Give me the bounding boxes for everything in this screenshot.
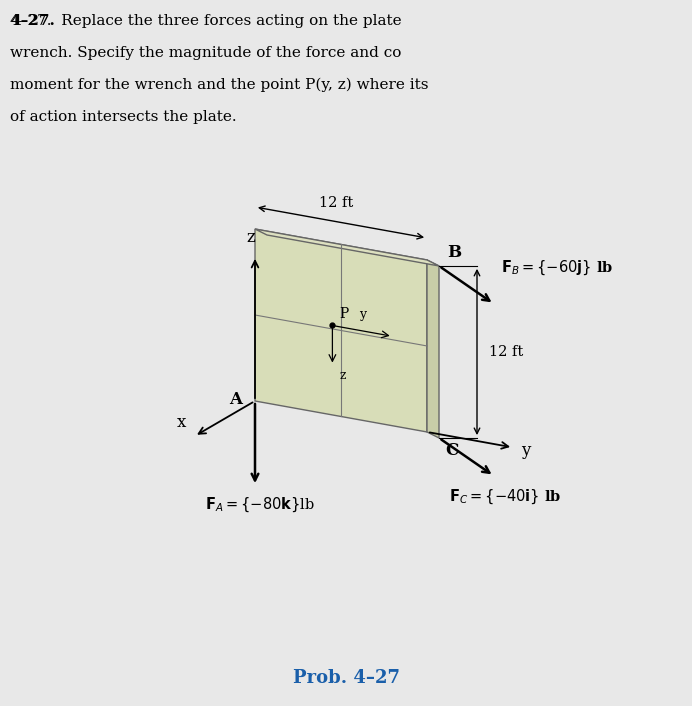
Text: Prob. 4–27: Prob. 4–27: [293, 669, 399, 687]
Polygon shape: [255, 229, 439, 266]
Text: $\mathbf{F}_A = \{-80\mathbf{k}\}$lb: $\mathbf{F}_A = \{-80\mathbf{k}\}$lb: [205, 496, 315, 515]
Text: 4–27.: 4–27.: [10, 14, 55, 28]
Text: z: z: [339, 369, 346, 383]
Text: $\mathbf{F}_B = \{-60\mathbf{j}\}$ lb: $\mathbf{F}_B = \{-60\mathbf{j}\}$ lb: [501, 259, 613, 277]
Text: x: x: [177, 414, 187, 431]
Text: y: y: [521, 442, 530, 459]
Text: 12 ft: 12 ft: [489, 345, 523, 359]
Text: C: C: [445, 442, 458, 459]
Text: P: P: [339, 308, 349, 321]
Text: z: z: [246, 229, 255, 246]
Text: B: B: [447, 244, 461, 261]
Text: wrench. Specify the magnitude of the force and co: wrench. Specify the magnitude of the for…: [10, 46, 401, 60]
Text: A: A: [229, 390, 242, 407]
Text: 4–27.  Replace the three forces acting on the plate: 4–27. Replace the three forces acting on…: [10, 14, 406, 28]
Text: of action intersects the plate.: of action intersects the plate.: [10, 110, 237, 124]
Text: 12 ft: 12 ft: [319, 196, 353, 210]
Polygon shape: [427, 260, 439, 438]
Text: y: y: [359, 308, 366, 321]
Text: $\mathbf{F}_C = \{-40\mathbf{i}\}$ lb: $\mathbf{F}_C = \{-40\mathbf{i}\}$ lb: [449, 488, 561, 506]
Polygon shape: [255, 229, 427, 432]
Text: moment for the wrench and the point P(y, z) where its: moment for the wrench and the point P(y,…: [10, 78, 428, 92]
